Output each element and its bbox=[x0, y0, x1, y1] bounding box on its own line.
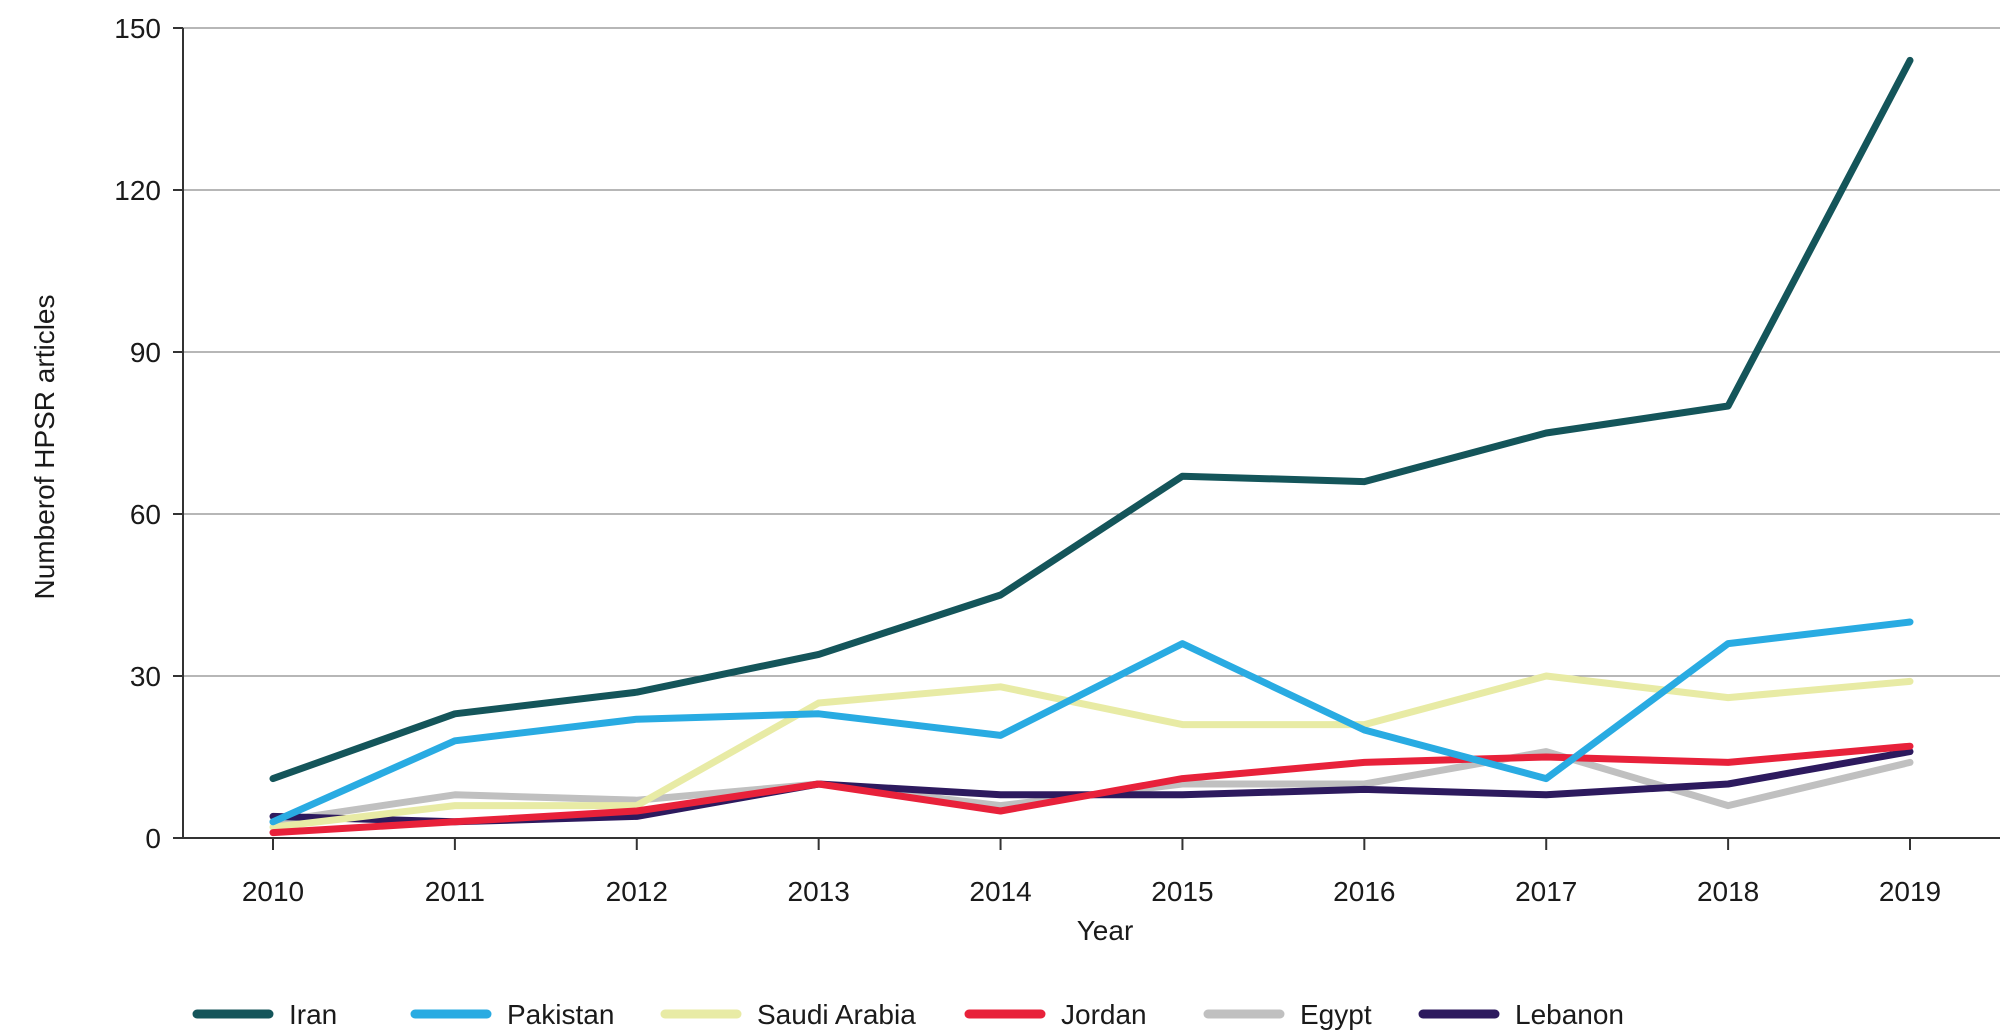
y-tick-labels: 0 30 60 90 120 150 bbox=[114, 13, 183, 854]
legend: Iran Pakistan Saudi Arabia Jordan Egypt Leban… bbox=[192, 999, 1624, 1030]
x-tick-label: 2016 bbox=[1333, 876, 1395, 907]
x-tick-label: 2018 bbox=[1697, 876, 1759, 907]
legend-label-lebanon: Lebanon bbox=[1515, 999, 1624, 1030]
legend-label-saudi-arabia: Saudi Arabia bbox=[757, 999, 916, 1030]
y-tick-label: 90 bbox=[130, 337, 161, 368]
y-tick-label: 60 bbox=[130, 499, 161, 530]
x-tick-label: 2014 bbox=[969, 876, 1031, 907]
series-line-jordan bbox=[269, 742, 1914, 837]
y-tick-label: 30 bbox=[130, 661, 161, 692]
x-tick-label: 2010 bbox=[242, 876, 304, 907]
x-tick-label: 2013 bbox=[788, 876, 850, 907]
series-line-pakistan bbox=[269, 618, 1914, 826]
gridlines bbox=[183, 27, 2000, 677]
y-tick-label: 0 bbox=[145, 823, 161, 854]
x-tick-label: 2017 bbox=[1515, 876, 1577, 907]
y-axis-title: Numberof HPSR articles bbox=[29, 295, 60, 600]
axes bbox=[182, 28, 2000, 839]
legend-label-iran: Iran bbox=[289, 999, 337, 1030]
x-tick-labels: 2010 2011 2012 2013 2014 2015 2016 2017 2018 2019 bbox=[242, 838, 1941, 907]
x-tick-label: 2012 bbox=[606, 876, 668, 907]
y-tick-label: 150 bbox=[114, 13, 161, 44]
x-tick-label: 2015 bbox=[1151, 876, 1213, 907]
x-tick-label: 2011 bbox=[425, 876, 485, 907]
y-tick-label: 120 bbox=[114, 175, 161, 206]
legend-label-pakistan: Pakistan bbox=[507, 999, 614, 1030]
x-tick-label: 2019 bbox=[1879, 876, 1941, 907]
x-axis-title: Year bbox=[1077, 915, 1134, 946]
series-line-saudi-arabia bbox=[269, 672, 1914, 831]
series-line-iran bbox=[269, 56, 1914, 783]
legend-label-jordan: Jordan bbox=[1061, 999, 1147, 1030]
series-lines bbox=[269, 56, 1914, 837]
legend-label-egypt: Egypt bbox=[1300, 999, 1372, 1030]
